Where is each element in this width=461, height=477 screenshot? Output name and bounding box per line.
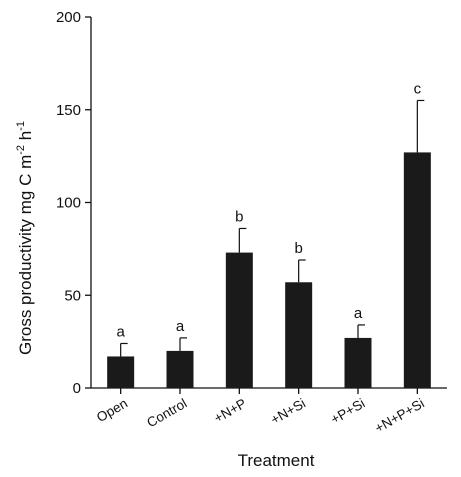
y-tick-label: 50	[64, 287, 81, 304]
category-label: Open	[94, 396, 130, 426]
significance-label: b	[294, 240, 302, 257]
bar	[107, 356, 135, 388]
bar	[344, 337, 372, 388]
significance-label: a	[116, 323, 125, 340]
y-tick-label: 100	[56, 195, 81, 212]
significance-label: c	[414, 80, 422, 97]
y-axis: 0 50 100 150 200	[56, 9, 92, 397]
significance-label: a	[176, 318, 185, 335]
category-label: +N+Si	[268, 396, 308, 428]
y-axis-title-mid: h	[16, 131, 35, 145]
y-tick-label: 150	[56, 102, 81, 119]
bars	[107, 152, 431, 388]
category-label: +N+P	[211, 396, 248, 426]
y-axis-title: Gross productivity mg C m-2 h-1	[15, 121, 35, 355]
category-labels: Open Control +N+P +N+Si +P+Si +N+P+Si	[94, 396, 427, 436]
y-axis-title-sup-2: -1	[15, 121, 27, 131]
bar	[403, 152, 431, 388]
category-label: +N+P+Si	[372, 396, 427, 436]
significance-labels: a a b b a c	[116, 80, 421, 340]
y-tick-label: 200	[56, 9, 81, 26]
bar	[225, 252, 253, 388]
y-tick-label: 0	[73, 380, 81, 397]
category-label: Control	[144, 396, 189, 431]
error-bars	[120, 99, 425, 357]
bar	[166, 350, 194, 388]
y-axis-title-main: Gross productivity mg C m	[16, 155, 35, 355]
x-axis	[91, 387, 447, 394]
x-axis-title: Treatment	[238, 451, 315, 470]
category-label: +P+Si	[328, 396, 367, 427]
significance-label: a	[354, 305, 363, 322]
bar	[285, 282, 313, 388]
significance-label: b	[235, 208, 243, 225]
y-axis-title-sup-1: -2	[15, 145, 27, 155]
